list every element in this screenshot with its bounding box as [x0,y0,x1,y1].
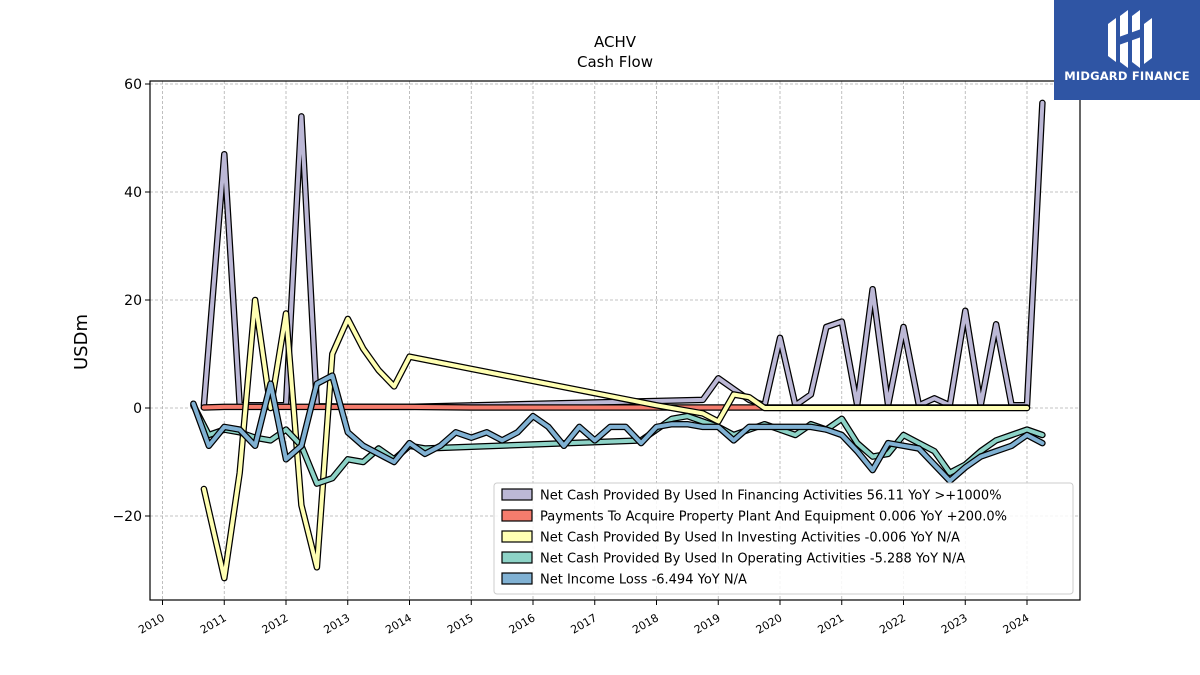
legend-swatch [501,572,533,585]
x-tick-label: 2017 [569,611,600,636]
x-tick-label: 2014 [383,611,414,636]
x-tick-label: 2011 [198,611,229,636]
series-line [201,298,1029,581]
midgard-finance-logo: MIDGARD FINANCE [1054,0,1200,100]
brand-mark-icon [1108,10,1152,68]
legend-entry: Net Income Loss -6.494 YoY N/A [540,573,747,588]
y-tick-label: 60 [124,77,142,93]
x-tick-label: 2019 [692,611,723,636]
x-tick-label: 2024 [1001,611,1032,636]
legend: Net Cash Provided By Used In Financing A… [493,482,1074,595]
series-line [201,100,1045,409]
legend-entry: Net Cash Provided By Used In Investing A… [540,531,960,546]
legend-entry: Net Cash Provided By Used In Operating A… [540,552,965,567]
legend-swatch [501,488,533,501]
x-tick-label: 2013 [322,611,353,636]
x-tick-label: 2018 [630,611,661,636]
chart-title: ACHV [594,33,637,51]
y-tick-label: 0 [133,401,142,417]
x-tick-label: 2012 [260,611,291,636]
legend-swatch [501,530,533,543]
plot-frame [149,80,1081,601]
y-tick-label: −20 [112,509,142,525]
y-tick-label: 20 [124,293,142,309]
series-line [191,373,1045,483]
brand-name: MIDGARD FINANCE [1064,69,1190,83]
legend-swatch [501,509,533,522]
x-tick-label: 2023 [939,611,970,636]
x-tick-label: 2020 [754,611,785,636]
x-tick-label: 2010 [136,611,167,636]
x-tick-label: 2015 [445,611,476,636]
y-axis-label: USDm [71,314,92,370]
legend-entry: Net Cash Provided By Used In Financing A… [540,489,1002,504]
series-lines [190,99,1046,582]
y-tick-label: 40 [124,185,142,201]
x-tick-label: 2021 [816,611,847,636]
legend-box [493,482,1074,595]
legend-entry: Payments To Acquire Property Plant And E… [540,510,1007,525]
chart-subtitle: Cash Flow [577,53,653,71]
legend-swatch [501,551,533,564]
x-tick-label: 2016 [507,611,538,636]
x-tick-label: 2022 [877,611,908,636]
